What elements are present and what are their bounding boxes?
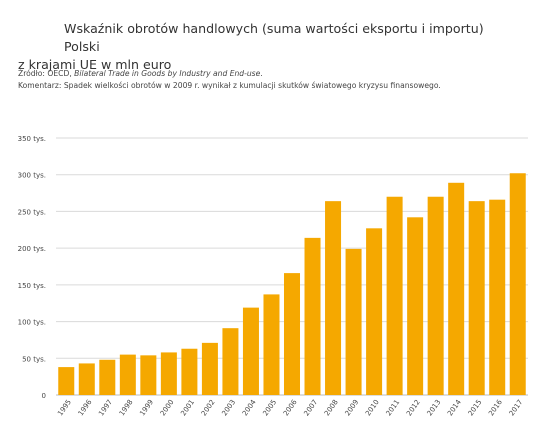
bar [468,201,485,395]
y-tick-label: 200 tys. [18,245,46,253]
bar [99,359,116,395]
bar [222,328,239,395]
bar [304,237,321,395]
x-tick-label: 2017 [508,398,525,417]
x-tick-label: 2000 [159,398,176,417]
bar [448,182,465,395]
y-tick-label: 100 tys. [18,319,46,327]
bar [325,201,342,395]
bar [119,354,136,395]
x-tick-label: 2013 [426,398,443,417]
bar [345,248,362,395]
bar [201,342,218,395]
bar [242,307,259,395]
chart-title-line1: Wskaźnik obrotów handlowych (suma wartoś… [64,21,484,54]
source-suffix: . [260,69,263,78]
y-tick-label: 350 tys. [18,135,46,143]
chart-title: Wskaźnik obrotów handlowych (suma wartoś… [18,20,518,74]
x-tick-label: 2006 [282,398,299,418]
x-tick-label: 2002 [200,398,217,417]
x-tick-label: 2016 [487,398,504,418]
bar [140,355,157,395]
bar [407,217,424,395]
x-tick-label: 2001 [179,398,196,417]
chart-title-line2: z krajami UE w mln euro [18,57,172,72]
x-tick-label: 1996 [77,398,94,418]
source-prefix: Źródło: OECD, [18,69,75,78]
bar [78,363,95,395]
bar [160,352,177,395]
bar [366,228,383,395]
x-tick-label: 1998 [118,398,135,417]
bar [489,199,506,395]
x-tick-label: 2003 [220,398,237,417]
y-tick-label: 250 tys. [18,208,46,216]
x-tick-label: 2010 [364,398,381,417]
x-tick-label: 2014 [446,398,463,418]
y-tick-label: 300 tys. [18,172,46,180]
y-tick-label: 0 [42,392,46,400]
x-tick-label: 1997 [97,398,114,417]
x-tick-label: 2012 [405,398,422,417]
y-tick-label: 150 tys. [18,282,46,290]
bar [263,294,280,395]
bar [283,273,301,395]
x-tick-label: 2007 [302,398,319,417]
x-tick-label: 1995 [56,398,73,417]
x-tick-label: 2004 [241,398,258,418]
source-title: Bilateral Trade in Goods by Industry and… [74,69,261,78]
x-tick-label: 2009 [344,398,361,417]
bar [386,196,403,395]
y-tick-label: 50 tys. [22,355,46,363]
x-tick-label: 2008 [323,398,340,417]
comment-line: Komentarz: Spadek wielkości obrotów w 20… [18,81,441,90]
bar [427,196,444,395]
x-tick-label: 1999 [138,398,155,417]
bar [58,367,75,395]
bar [181,348,198,395]
x-tick-label: 2011 [385,398,402,417]
source-note: Źródło: OECD, Bilateral Trade in Goods b… [18,68,538,92]
x-tick-label: 2005 [261,398,278,417]
bar [509,173,526,395]
x-tick-label: 2015 [467,398,484,417]
source-line: Źródło: OECD, Bilateral Trade in Goods b… [18,68,538,80]
